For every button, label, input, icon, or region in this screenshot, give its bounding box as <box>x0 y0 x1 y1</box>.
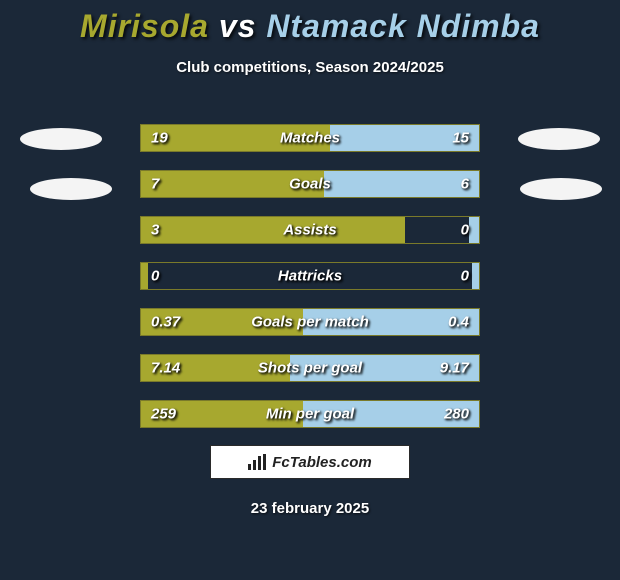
stat-label: Matches <box>141 130 479 147</box>
stat-label: Min per goal <box>141 406 479 423</box>
player2-name: Ntamack Ndimba <box>266 8 540 44</box>
vs-label: vs <box>219 8 257 44</box>
stat-label: Goals <box>141 176 479 193</box>
player1-club-logo-1 <box>20 128 102 150</box>
stat-row: 7.149.17Shots per goal <box>140 354 480 382</box>
chart-icon <box>248 454 266 470</box>
footer-date: 23 february 2025 <box>0 500 620 517</box>
stat-label: Hattricks <box>141 268 479 285</box>
stat-row: 76Goals <box>140 170 480 198</box>
brand-badge[interactable]: FcTables.com <box>210 445 410 479</box>
stats-rows: 1915Matches 76Goals 30Assists 00Hattricks 0.… <box>140 124 480 446</box>
stat-row: 30Assists <box>140 216 480 244</box>
subtitle: Club competitions, Season 2024/2025 <box>0 59 620 76</box>
stat-label: Shots per goal <box>141 360 479 377</box>
player2-club-logo-1 <box>518 128 600 150</box>
stat-row: 0.370.4Goals per match <box>140 308 480 336</box>
brand-name: FcTables.com <box>272 454 371 471</box>
comparison-title: Mirisola vs Ntamack Ndimba <box>0 0 620 45</box>
player1-name: Mirisola <box>80 8 209 44</box>
stat-row: 1915Matches <box>140 124 480 152</box>
player2-club-logo-2 <box>520 178 602 200</box>
stat-label: Assists <box>141 222 479 239</box>
player1-club-logo-2 <box>30 178 112 200</box>
stat-row: 00Hattricks <box>140 262 480 290</box>
stat-row: 259280Min per goal <box>140 400 480 428</box>
stat-label: Goals per match <box>141 314 479 331</box>
